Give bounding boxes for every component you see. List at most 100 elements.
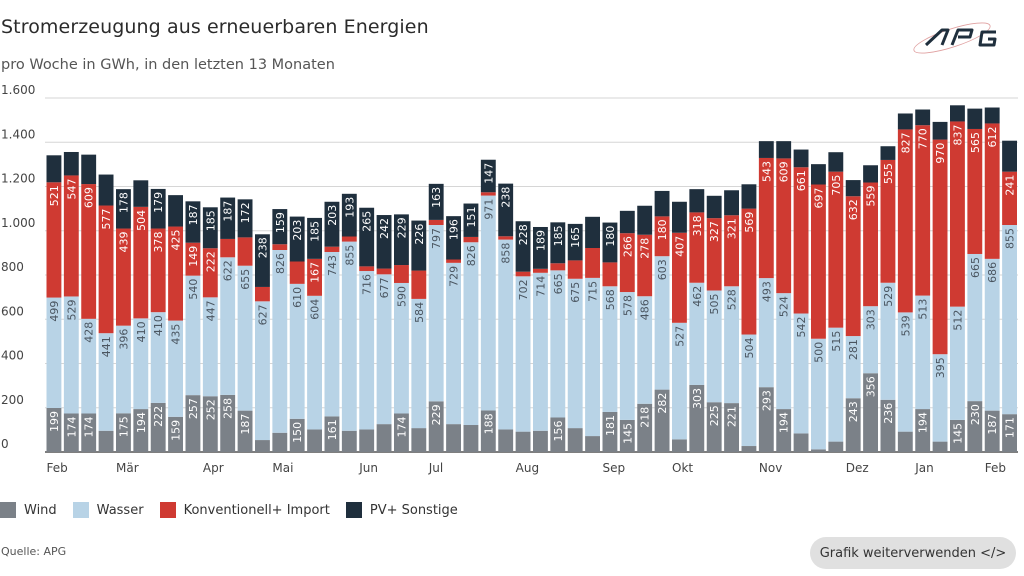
bar-segment bbox=[654, 389, 670, 452]
bar-segment bbox=[116, 189, 131, 229]
bars: 1994995211745295471744286094415771753964… bbox=[46, 105, 1017, 452]
bar-segment bbox=[463, 242, 479, 426]
legend-item-wasser[interactable]: Wasser bbox=[72, 502, 144, 518]
bar-segment bbox=[98, 174, 114, 206]
bar-stack: 441 577 bbox=[98, 174, 114, 452]
data-label: 159 bbox=[274, 212, 287, 233]
data-label: 528 bbox=[726, 289, 739, 310]
data-label: 171 bbox=[1004, 417, 1017, 438]
bar-segment bbox=[672, 232, 687, 323]
bar-stack: 145 512 837 bbox=[950, 105, 965, 452]
data-label: 150 bbox=[291, 422, 304, 443]
bar-stack: 542 661 bbox=[793, 149, 809, 452]
bar-segment bbox=[98, 333, 114, 431]
data-label: 221 bbox=[726, 406, 739, 427]
bar-segment bbox=[498, 183, 514, 237]
data-label: 395 bbox=[934, 357, 947, 378]
bar-segment bbox=[359, 207, 375, 267]
bar-segment bbox=[237, 237, 253, 266]
bar-segment bbox=[758, 157, 774, 279]
legend-item-pv[interactable]: PV+ Sonstige bbox=[345, 502, 458, 518]
bar-segment bbox=[967, 128, 983, 254]
data-label: 194 bbox=[778, 412, 791, 433]
data-label: 555 bbox=[882, 163, 895, 184]
data-label: 547 bbox=[65, 178, 78, 199]
reuse-graphic-button[interactable]: Grafik weiterverwenden </> bbox=[810, 537, 1016, 569]
bar-stack: 858 238 bbox=[498, 183, 514, 452]
bar-stack: 356 303 559 bbox=[863, 165, 878, 452]
bar-segment bbox=[811, 449, 826, 452]
bar-segment bbox=[133, 409, 149, 452]
bar-segment bbox=[220, 197, 236, 239]
legend-label: Konventionell+ Import bbox=[183, 502, 330, 518]
bar-segment bbox=[341, 236, 357, 242]
data-label: 603 bbox=[656, 259, 669, 280]
bar-segment bbox=[202, 297, 218, 397]
bar-segment bbox=[81, 413, 97, 452]
bar-segment bbox=[498, 236, 514, 240]
bar-stack: 150 610 203 bbox=[289, 216, 305, 452]
x-tick-label: Feb bbox=[985, 461, 1006, 475]
bar-segment bbox=[863, 306, 878, 374]
y-tick-label: 400 bbox=[1, 349, 24, 363]
bar-segment bbox=[533, 226, 548, 269]
bar-stack: 236 529 555 bbox=[880, 146, 896, 452]
bar-segment bbox=[98, 430, 114, 452]
data-label: 584 bbox=[413, 302, 426, 323]
data-label: 230 bbox=[969, 404, 982, 425]
bar-segment bbox=[845, 398, 861, 452]
bar-stack: 515 705 bbox=[828, 152, 844, 452]
data-label: 174 bbox=[65, 417, 78, 438]
bar-segment bbox=[150, 228, 166, 313]
data-label: 180 bbox=[604, 226, 617, 247]
data-label: 568 bbox=[604, 289, 617, 310]
bar-stack: 174 590 229 bbox=[394, 214, 409, 452]
bar-segment bbox=[168, 416, 183, 452]
bar-segment bbox=[116, 325, 131, 414]
bar-segment bbox=[637, 403, 653, 452]
bar-segment bbox=[202, 248, 218, 298]
bar-segment bbox=[932, 121, 948, 140]
data-label: 486 bbox=[639, 299, 652, 320]
data-label: 410 bbox=[135, 321, 148, 342]
data-label: 515 bbox=[830, 331, 843, 352]
bar-stack: 395 970 bbox=[932, 121, 948, 452]
legend-item-wind[interactable]: Wind bbox=[0, 502, 57, 518]
bar-stack: 677 242 bbox=[376, 215, 392, 452]
data-label: 282 bbox=[656, 393, 669, 414]
data-label: 826 bbox=[274, 253, 287, 274]
data-label: 236 bbox=[882, 403, 895, 424]
bar-segment bbox=[1002, 140, 1017, 172]
data-label: 447 bbox=[204, 300, 217, 321]
data-label: 226 bbox=[413, 224, 426, 245]
bar-segment bbox=[133, 206, 149, 319]
data-label: 278 bbox=[639, 238, 652, 259]
data-label: 194 bbox=[135, 412, 148, 433]
x-tick-label: Jun bbox=[358, 461, 378, 475]
data-label: 321 bbox=[726, 218, 739, 239]
bar-segment bbox=[272, 249, 288, 433]
bar-segment bbox=[515, 276, 531, 432]
bar-segment bbox=[515, 431, 531, 452]
bar-segment bbox=[689, 189, 705, 213]
data-label: 174 bbox=[83, 417, 96, 438]
bar-segment bbox=[324, 201, 340, 247]
data-label: 569 bbox=[743, 212, 756, 233]
y-tick-label: 1.200 bbox=[1, 172, 35, 186]
data-label: 499 bbox=[48, 301, 61, 322]
bar-stack: 702 228 bbox=[515, 221, 531, 452]
bar-stack: 716 265 bbox=[359, 207, 375, 452]
legend-item-konventionell[interactable]: Konventionell+ Import bbox=[159, 502, 330, 518]
data-label: 826 bbox=[465, 245, 478, 266]
bar-stack: 230 665 565 bbox=[967, 108, 983, 452]
bar-segment bbox=[81, 154, 97, 185]
bar-segment bbox=[602, 262, 618, 287]
data-label: 318 bbox=[691, 215, 704, 236]
bar-stack: 175 396 439 178 bbox=[116, 189, 131, 452]
bar-segment bbox=[741, 208, 757, 335]
bar-segment bbox=[619, 210, 635, 234]
bar-segment bbox=[446, 216, 461, 260]
bar-segment bbox=[498, 429, 514, 452]
bar-segment bbox=[845, 196, 861, 337]
bar-segment bbox=[307, 429, 322, 452]
